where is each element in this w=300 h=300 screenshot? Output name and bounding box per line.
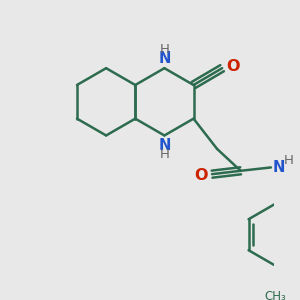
- Text: H: H: [160, 148, 169, 161]
- Text: N: N: [158, 138, 171, 153]
- Text: O: O: [194, 168, 208, 183]
- Text: H: H: [283, 154, 293, 167]
- Text: N: N: [273, 160, 285, 175]
- Text: H: H: [160, 43, 169, 56]
- Text: CH₃: CH₃: [265, 290, 286, 300]
- Text: N: N: [158, 50, 171, 65]
- Text: O: O: [226, 59, 240, 74]
